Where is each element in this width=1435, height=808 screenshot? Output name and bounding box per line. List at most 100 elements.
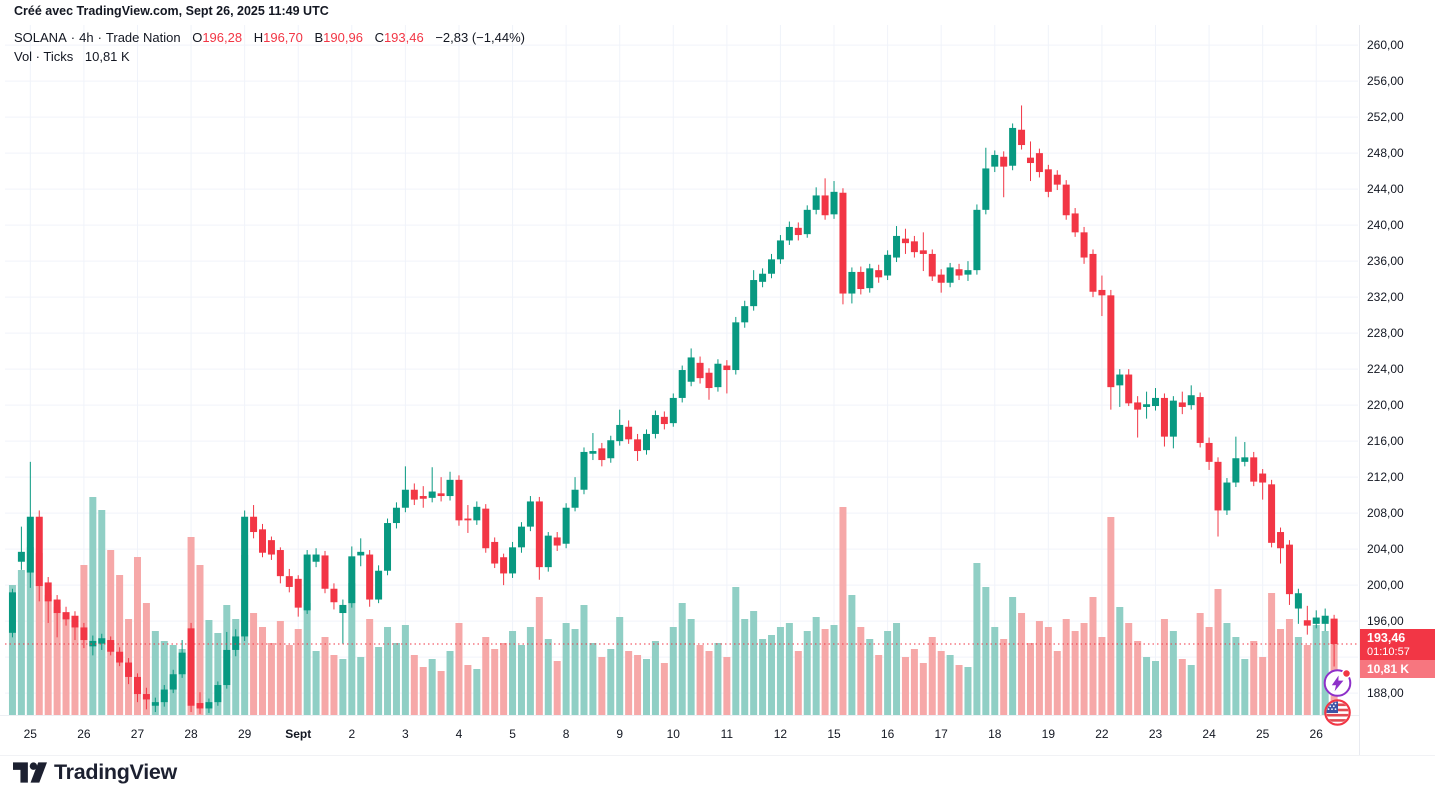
candle[interactable] bbox=[910, 235, 918, 258]
candle[interactable] bbox=[1000, 151, 1008, 198]
candle[interactable] bbox=[1232, 436, 1240, 488]
candle[interactable] bbox=[1089, 249, 1097, 298]
candle[interactable] bbox=[696, 356, 704, 384]
candle[interactable] bbox=[187, 622, 195, 713]
candle[interactable] bbox=[384, 518, 392, 576]
candle[interactable] bbox=[205, 698, 213, 713]
candle[interactable] bbox=[687, 348, 695, 387]
candle[interactable] bbox=[714, 359, 722, 392]
candle[interactable] bbox=[776, 235, 784, 264]
candle[interactable] bbox=[1187, 385, 1195, 410]
candle[interactable] bbox=[848, 267, 856, 304]
candle[interactable] bbox=[482, 504, 490, 553]
candle[interactable] bbox=[1268, 479, 1276, 548]
candle[interactable] bbox=[642, 429, 650, 455]
candle[interactable] bbox=[1312, 610, 1320, 629]
price-axis[interactable]: 260,00 256,00 252,00 248,00 244,00 240,00 236,… bbox=[1360, 25, 1435, 755]
candle[interactable] bbox=[1125, 369, 1133, 407]
candle[interactable] bbox=[723, 360, 731, 394]
candle[interactable] bbox=[169, 669, 177, 694]
us-economic-event-icon[interactable] bbox=[1322, 697, 1353, 728]
candle[interactable] bbox=[437, 477, 445, 502]
candle[interactable] bbox=[830, 181, 838, 219]
candle[interactable] bbox=[893, 226, 901, 263]
candle[interactable] bbox=[1026, 141, 1034, 182]
candle[interactable] bbox=[759, 268, 767, 288]
candle[interactable] bbox=[946, 262, 954, 288]
candle[interactable] bbox=[89, 635, 97, 656]
candle[interactable] bbox=[732, 316, 740, 375]
candle[interactable] bbox=[473, 501, 481, 525]
candle[interactable] bbox=[1259, 469, 1267, 500]
candle[interactable] bbox=[812, 187, 820, 215]
candle[interactable] bbox=[768, 253, 776, 279]
candle[interactable] bbox=[1107, 289, 1115, 410]
candle[interactable] bbox=[1098, 275, 1106, 317]
candle[interactable] bbox=[401, 466, 409, 513]
candle[interactable] bbox=[660, 411, 668, 430]
candle[interactable] bbox=[107, 636, 115, 656]
candle[interactable] bbox=[937, 269, 945, 293]
candle[interactable] bbox=[625, 420, 633, 444]
candle[interactable] bbox=[98, 633, 106, 650]
candle[interactable] bbox=[1009, 123, 1017, 171]
candle[interactable] bbox=[276, 547, 284, 584]
candle[interactable] bbox=[232, 629, 240, 657]
candle[interactable] bbox=[223, 631, 231, 689]
candle[interactable] bbox=[991, 150, 999, 173]
candle[interactable] bbox=[1250, 451, 1258, 487]
candle[interactable] bbox=[741, 300, 749, 328]
candle[interactable] bbox=[392, 502, 400, 529]
candle[interactable] bbox=[1062, 180, 1070, 220]
candle[interactable] bbox=[44, 577, 52, 623]
candle[interactable] bbox=[357, 538, 365, 567]
candle[interactable] bbox=[464, 505, 472, 533]
candle[interactable] bbox=[1143, 391, 1151, 419]
candle[interactable] bbox=[491, 537, 499, 569]
candle[interactable] bbox=[509, 541, 517, 578]
symbol-name[interactable]: SOLANA bbox=[14, 30, 67, 45]
candle[interactable] bbox=[1294, 588, 1302, 624]
candle[interactable] bbox=[321, 550, 329, 594]
candle[interactable] bbox=[1241, 442, 1249, 467]
tradingview-logo[interactable]: TradingView bbox=[13, 760, 177, 785]
interval-label[interactable]: 4h bbox=[79, 30, 94, 45]
candle[interactable] bbox=[785, 221, 793, 245]
candle[interactable] bbox=[446, 471, 454, 501]
candle[interactable] bbox=[142, 687, 150, 710]
candle[interactable] bbox=[553, 532, 561, 551]
candle[interactable] bbox=[250, 505, 258, 539]
idea-lightning-icon[interactable] bbox=[1322, 667, 1353, 698]
candle[interactable] bbox=[428, 467, 436, 503]
candle[interactable] bbox=[964, 261, 972, 281]
candle[interactable] bbox=[750, 270, 758, 311]
candle[interactable] bbox=[607, 435, 615, 463]
candle[interactable] bbox=[1116, 369, 1124, 407]
candle[interactable] bbox=[1160, 393, 1168, 447]
candle[interactable] bbox=[1303, 605, 1311, 635]
candle[interactable] bbox=[419, 486, 427, 508]
candle[interactable] bbox=[973, 204, 981, 275]
candle[interactable] bbox=[133, 673, 141, 703]
candle[interactable] bbox=[669, 393, 677, 427]
candle[interactable] bbox=[1214, 457, 1222, 537]
candle[interactable] bbox=[982, 147, 990, 215]
candle[interactable] bbox=[1277, 527, 1285, 564]
candle[interactable] bbox=[919, 232, 927, 272]
candle[interactable] bbox=[1285, 540, 1293, 605]
candle[interactable] bbox=[884, 250, 892, 281]
candle[interactable] bbox=[517, 522, 525, 553]
candle[interactable] bbox=[455, 475, 463, 526]
candle[interactable] bbox=[1018, 105, 1026, 150]
candle[interactable] bbox=[857, 266, 865, 295]
candle[interactable] bbox=[53, 595, 61, 638]
candle[interactable] bbox=[1223, 478, 1231, 515]
candle[interactable] bbox=[589, 433, 597, 461]
candle[interactable] bbox=[35, 510, 43, 602]
candle[interactable] bbox=[1321, 608, 1329, 632]
candle[interactable] bbox=[259, 523, 267, 558]
candle[interactable] bbox=[1169, 396, 1177, 449]
candle[interactable] bbox=[1152, 388, 1160, 411]
candle[interactable] bbox=[1044, 164, 1052, 198]
candle[interactable] bbox=[794, 222, 802, 241]
